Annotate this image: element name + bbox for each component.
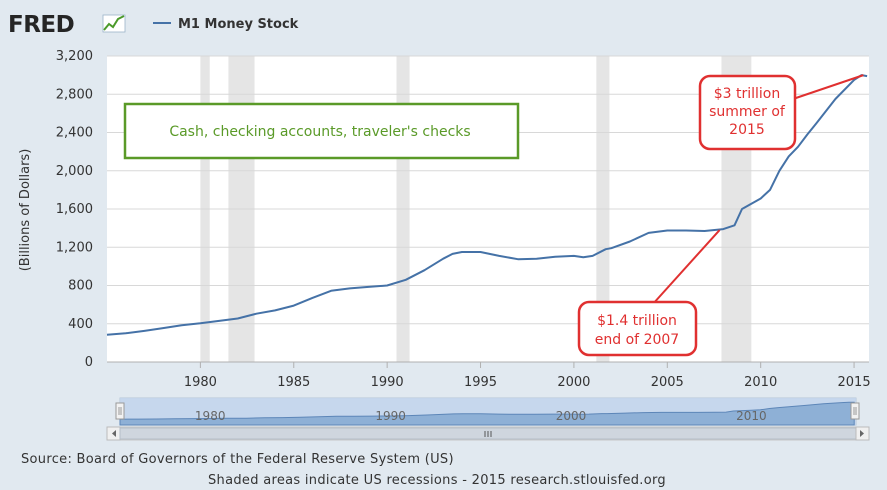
x-tick-label: 1995: [464, 375, 497, 390]
y-tick-label: 1,200: [56, 240, 93, 255]
scroll-left-arrow-icon: [112, 430, 116, 437]
navigator-left-handle[interactable]: [115, 402, 125, 420]
callout-1-4-trillion-box: [577, 300, 698, 357]
scrollbar[interactable]: [106, 426, 870, 441]
source-note: Source: Board of Governors of the Federa…: [21, 452, 454, 467]
callout-3-trillion-line-3: 2015: [729, 122, 765, 138]
fred-logo-graph-icon: [102, 14, 126, 33]
y-tick-label: 2,400: [56, 126, 93, 141]
navigator-year-labels: 1980 1990 2000 2010: [195, 409, 767, 423]
fred-logo[interactable]: FRED: [8, 12, 126, 38]
callout-3-trillion: $3 trillion summer of 2015: [698, 74, 864, 151]
x-axis: 1980 1985 1990 1995 2000 2005 2010 2015: [107, 361, 871, 390]
callout-1-4-trillion: $1.4 trillion end of 2007: [577, 229, 721, 357]
navigator-right-handle[interactable]: [850, 402, 860, 420]
recession-shading-note: Shaded areas indicate US recessions - 20…: [208, 473, 666, 488]
callout-1-4-trillion-line-2: end of 2007: [595, 332, 679, 348]
green-annotation-box: [123, 102, 520, 160]
callout-1-4-trillion-pointer: [651, 229, 721, 306]
callout-3-trillion-pointer: [789, 74, 864, 101]
callout-3-trillion-line-1: $3 trillion: [714, 86, 781, 102]
x-tick-label: 1980: [184, 375, 217, 390]
green-annotation-text: Cash, checking accounts, traveler's chec…: [169, 124, 470, 140]
m1-money-stock-series-line: [106, 74, 868, 336]
navigator-year-label: 2000: [556, 409, 587, 423]
legend[interactable]: M1 Money Stock: [153, 17, 299, 32]
y-axis: 0 400 800 1,200 1,600 2,000 2,400 2,800 3,200: [56, 49, 93, 370]
scrollbar-left-button[interactable]: [106, 426, 121, 441]
navigator-year-label: 2010: [736, 409, 767, 423]
y-tick-label: 2,800: [56, 87, 93, 102]
y-axis-title: (Billions of Dollars): [18, 149, 33, 272]
legend-label: M1 Money Stock: [178, 17, 299, 32]
y-tick-label: 0: [85, 355, 93, 370]
navigator-series-area: [119, 401, 855, 426]
navigator-year-label: 1990: [375, 409, 406, 423]
y-tick-label: 800: [68, 279, 93, 294]
callout-1-4-trillion-line-1: $1.4 trillion: [597, 313, 677, 329]
scrollbar-grip-icon: [484, 431, 492, 437]
x-tick-label: 2000: [557, 375, 590, 390]
y-tick-label: 2,000: [56, 164, 93, 179]
callout-3-trillion-line-2: summer of: [709, 104, 786, 120]
x-tick-label: 2005: [651, 375, 684, 390]
navigator[interactable]: 1980 1990 2000 2010: [115, 397, 860, 426]
x-tick-label: 2010: [744, 375, 777, 390]
x-tick-label: 2015: [838, 375, 871, 390]
x-tick-label: 1985: [277, 375, 310, 390]
scrollbar-right-button[interactable]: [855, 426, 870, 441]
y-tick-label: 400: [68, 317, 93, 332]
callout-3-trillion-box: [698, 74, 797, 151]
y-tick-label: 3,200: [56, 49, 93, 64]
y-tick-label: 1,600: [56, 202, 93, 217]
scroll-right-arrow-icon: [860, 430, 864, 437]
navigator-year-label: 1980: [195, 409, 226, 423]
fred-logo-text: FRED: [8, 12, 74, 38]
x-tick-label: 1990: [371, 375, 404, 390]
green-annotation: Cash, checking accounts, traveler's chec…: [123, 102, 520, 160]
